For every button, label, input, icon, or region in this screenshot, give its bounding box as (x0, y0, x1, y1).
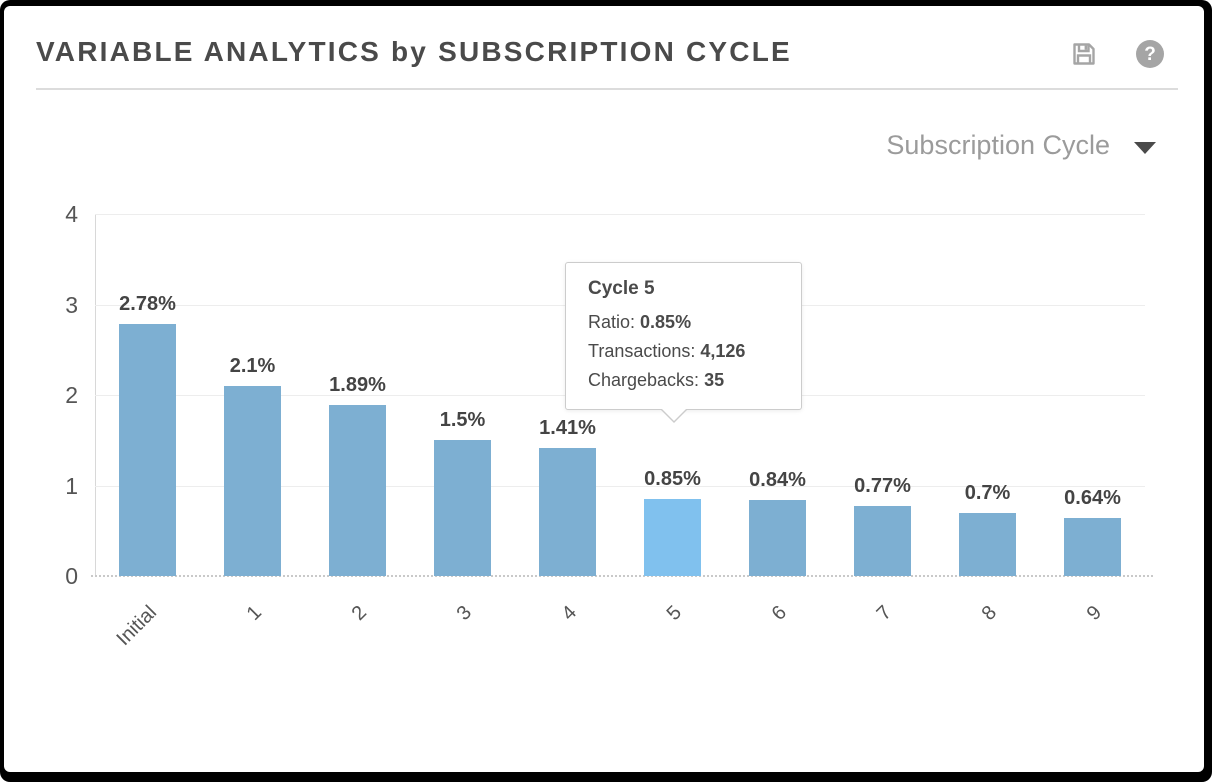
bar-cycle-2[interactable] (329, 404, 386, 576)
y-tick-label: 2 (65, 382, 78, 408)
bar-cycle-1[interactable] (224, 385, 281, 576)
x-tick-label: Initial (111, 601, 161, 651)
x-tick-label: 2 (347, 601, 371, 625)
bar-value-label: 0.84% (749, 468, 806, 491)
header-divider (36, 88, 1178, 90)
gridline-y-4 (95, 214, 1145, 215)
help-button[interactable]: ? (1136, 40, 1164, 68)
tooltip-title: Cycle 5 (588, 278, 655, 299)
bar-value-label: 0.64% (1064, 487, 1121, 510)
page-title: VARIABLE ANALYTICS by SUBSCRIPTION CYCLE (36, 36, 792, 67)
x-tick-label: 9 (1082, 601, 1106, 625)
x-tick-label: 7 (872, 601, 896, 625)
dimension-dropdown[interactable]: Subscription Cycle (886, 130, 1156, 161)
bar-value-label: 0.7% (964, 481, 1011, 504)
y-axis: 4 3 2 1 0 (26, 201, 78, 589)
x-axis: Initial 1 2 3 4 5 6 7 8 9 (95, 584, 1145, 684)
x-tick-label: 1 (242, 601, 266, 625)
bar-value-label: 2.1% (229, 354, 276, 377)
bar-value-label: 1.41% (539, 417, 596, 440)
tooltip-row-chargebacks: Chargebacks: 35 (588, 370, 725, 390)
bar-cycle-initial[interactable] (119, 324, 176, 576)
tooltip-row-ratio: Ratio: 0.85% (588, 312, 692, 332)
gridline-y-1 (95, 485, 1145, 487)
x-tick-label: 5 (662, 601, 686, 625)
y-tick-label: 1 (65, 472, 78, 499)
tooltip: Cycle 5 Ratio: 0.85% Transactions: 4,126 C… (565, 262, 802, 423)
bar-cycle-4[interactable] (539, 448, 596, 576)
x-tick-label: 8 (977, 601, 1001, 625)
save-button[interactable] (1070, 40, 1098, 68)
y-tick-label: 0 (65, 563, 78, 589)
x-axis-baseline (91, 575, 1153, 577)
x-tick-label: 6 (767, 601, 791, 625)
y-tick-label: 4 (65, 201, 78, 227)
x-tick-label: 3 (452, 601, 476, 625)
floppy-disk-icon (1070, 43, 1098, 71)
plot-area: 2.78% 2.1% 1.89% 1.5% 1.41% 0.85% 0.84% 0.77% 0.… (91, 214, 1153, 577)
bar-cycle-7[interactable] (854, 506, 911, 576)
bar-cycle-6[interactable] (749, 499, 806, 576)
bar-cycle-3[interactable] (434, 440, 491, 576)
dropdown-selected-value: Subscription Cycle (886, 130, 1110, 160)
bar-cycle-5[interactable] (644, 499, 701, 576)
bar-value-label: 0.77% (854, 475, 911, 498)
analytics-panel: VARIABLE ANALYTICS by SUBSCRIPTION CYCLE… (4, 6, 1204, 772)
bar-value-label: 1.5% (439, 409, 486, 432)
question-mark-icon: ? (1144, 43, 1156, 65)
bar-value-label: 0.85% (644, 468, 701, 491)
bar-cycle-8[interactable] (959, 512, 1016, 576)
bar-cycle-9[interactable] (1064, 518, 1121, 576)
tooltip-arrow-fill (662, 409, 686, 421)
bar-value-label: 1.89% (329, 373, 386, 396)
y-tick-label: 3 (65, 291, 78, 318)
x-tick-label: 4 (557, 601, 581, 625)
bar-value-label: 2.78% (119, 293, 176, 316)
tooltip-row-transactions: Transactions: 4,126 (588, 341, 746, 361)
chevron-down-icon (1134, 141, 1156, 154)
